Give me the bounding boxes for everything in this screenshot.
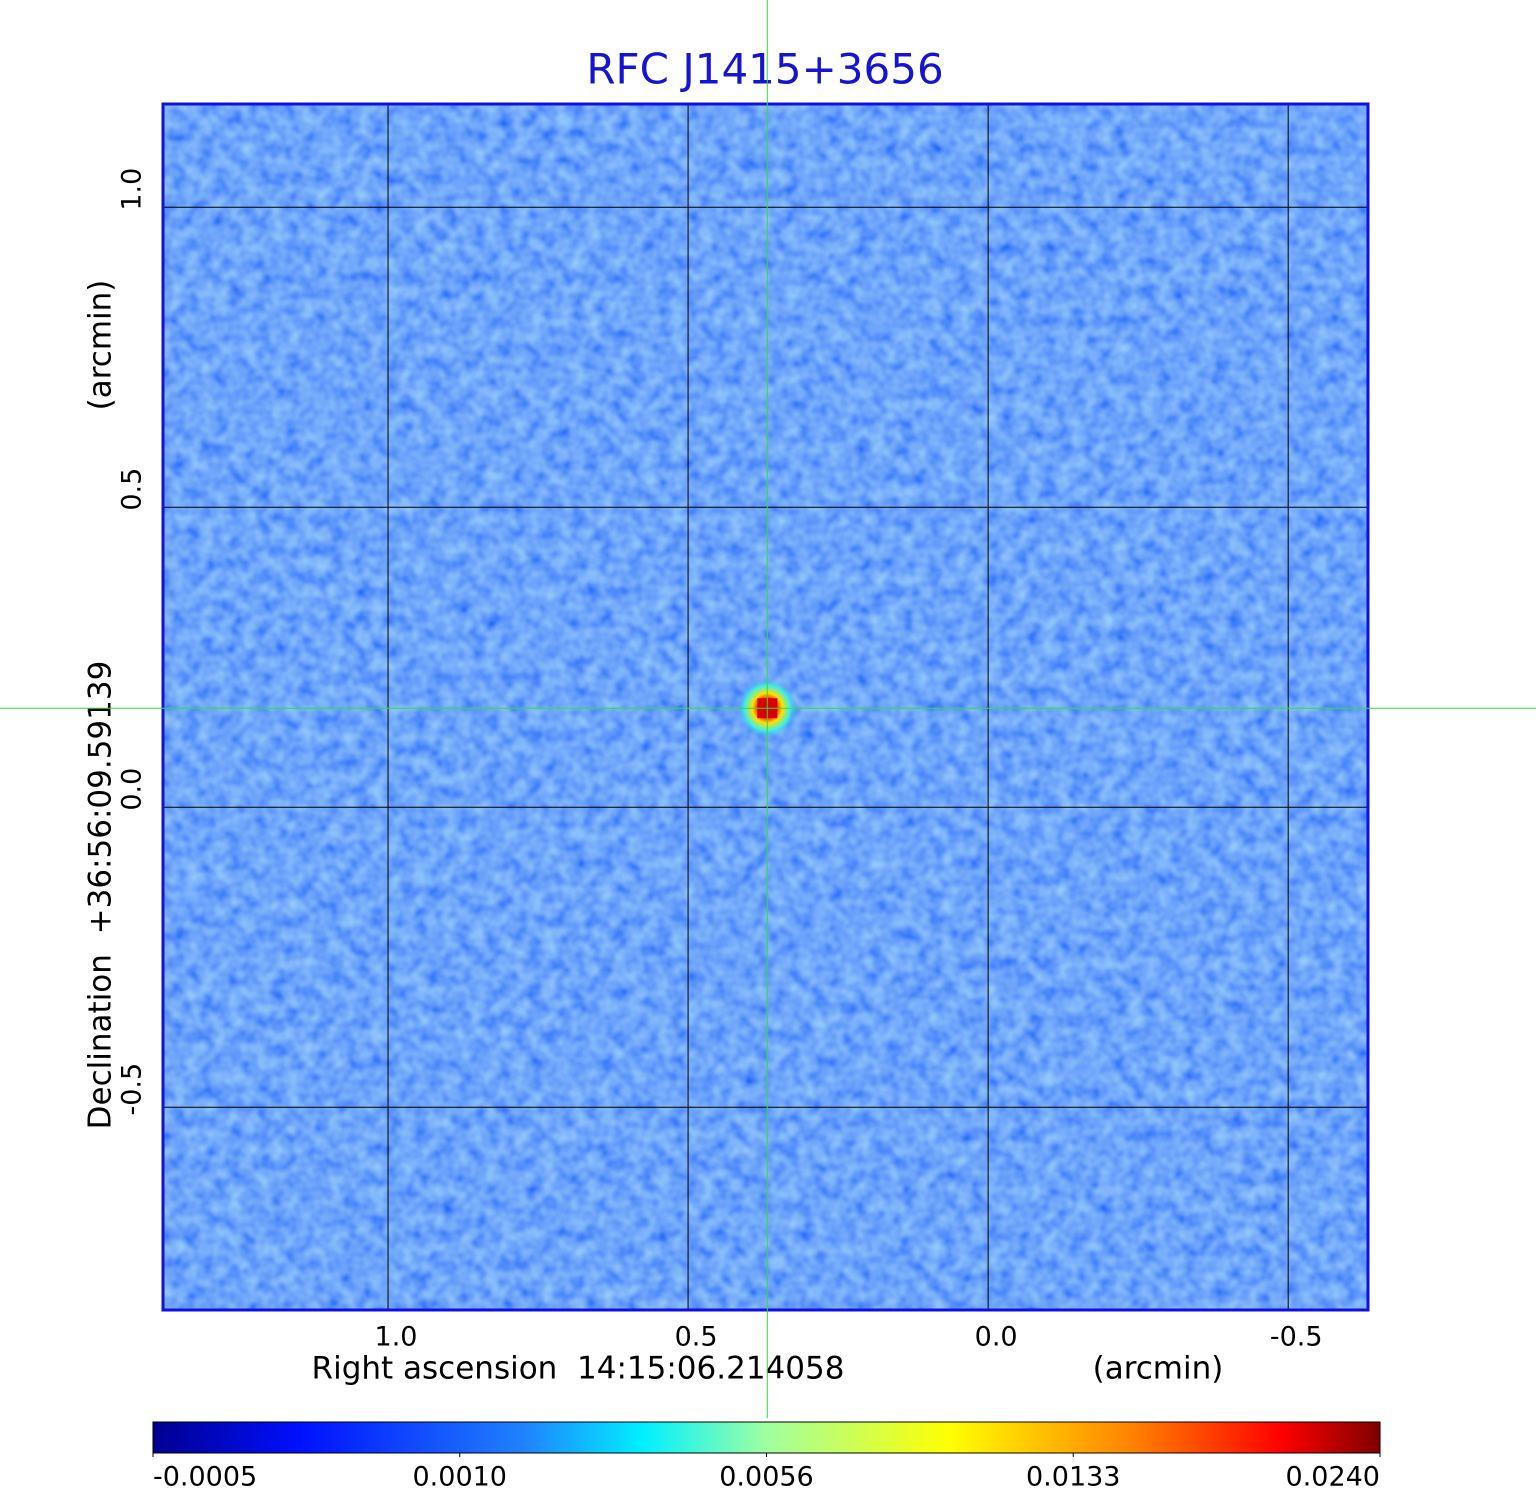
y-tick-label: 0.5 bbox=[117, 468, 148, 511]
colorbar-tick-label: -0.0005 bbox=[153, 1462, 257, 1493]
x-tick-label: 0.0 bbox=[975, 1322, 1018, 1353]
x-tick-label: -0.5 bbox=[1270, 1322, 1323, 1353]
colorbar-tick-label: 0.0056 bbox=[719, 1462, 813, 1493]
y-tick-label: 0.0 bbox=[117, 768, 148, 811]
x-axis-unit: (arcmin) bbox=[1093, 1351, 1224, 1387]
y-tick-label: 1.0 bbox=[117, 168, 148, 211]
x-tick-label: 1.0 bbox=[375, 1322, 418, 1353]
colorbar-tick-label: 0.0240 bbox=[1286, 1462, 1380, 1493]
y-axis-label: Declination +36:56:09.59139 bbox=[83, 661, 119, 1130]
chart-title: RFC J1415+3656 bbox=[586, 45, 943, 94]
colorbar-tick-label: 0.0133 bbox=[1026, 1462, 1120, 1493]
x-tick-label: 0.5 bbox=[675, 1322, 718, 1353]
plot-frame bbox=[161, 102, 1370, 1312]
y-tick-label: -0.5 bbox=[117, 1063, 148, 1116]
colorbar bbox=[152, 1421, 1381, 1454]
y-axis-unit: (arcmin) bbox=[83, 280, 119, 411]
colorbar-tick-label: 0.0010 bbox=[413, 1462, 507, 1493]
x-axis-label: Right ascension 14:15:06.214058 bbox=[312, 1351, 845, 1387]
